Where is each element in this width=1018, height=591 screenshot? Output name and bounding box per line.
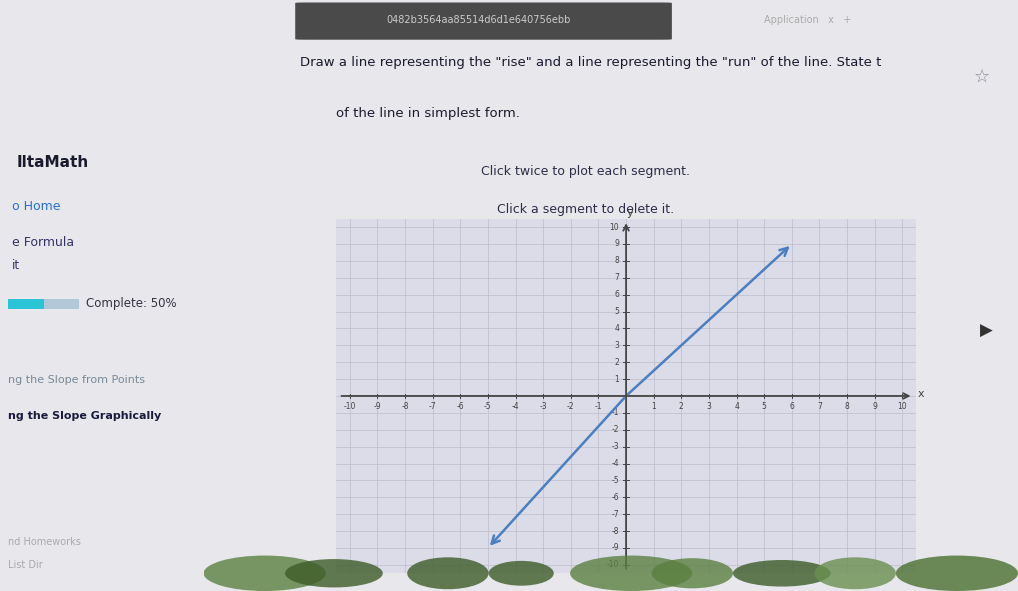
Text: -7: -7 xyxy=(612,509,619,519)
Text: -6: -6 xyxy=(612,493,619,502)
Text: -10: -10 xyxy=(343,402,356,411)
Text: 2: 2 xyxy=(679,402,684,411)
Text: x: x xyxy=(917,389,924,400)
Text: Draw a line representing the "rise" and a line representing the "run" of the lin: Draw a line representing the "rise" and … xyxy=(299,57,882,69)
Ellipse shape xyxy=(407,557,489,589)
Text: IltaMath: IltaMath xyxy=(16,155,89,170)
Text: 3: 3 xyxy=(614,341,619,350)
Text: Complete: 50%: Complete: 50% xyxy=(86,297,176,310)
Text: 4: 4 xyxy=(614,324,619,333)
Text: 5: 5 xyxy=(614,307,619,316)
Text: 4: 4 xyxy=(734,402,739,411)
Text: -4: -4 xyxy=(512,402,519,411)
Text: nd Homeworks: nd Homeworks xyxy=(8,537,81,547)
Text: 0482b3564aa85514d6d1e640756ebb: 0482b3564aa85514d6d1e640756ebb xyxy=(386,15,571,25)
Text: -4: -4 xyxy=(612,459,619,468)
Ellipse shape xyxy=(896,556,1018,591)
Text: 10: 10 xyxy=(610,223,619,232)
Ellipse shape xyxy=(814,557,896,589)
Text: -5: -5 xyxy=(485,402,492,411)
Text: of the line in simplest form.: of the line in simplest form. xyxy=(336,106,519,119)
Ellipse shape xyxy=(733,560,831,586)
Text: 9: 9 xyxy=(614,239,619,248)
Text: -1: -1 xyxy=(612,408,619,417)
FancyBboxPatch shape xyxy=(295,2,672,40)
Text: 1: 1 xyxy=(652,402,656,411)
Text: -1: -1 xyxy=(595,402,603,411)
Text: Click a segment to delete it.: Click a segment to delete it. xyxy=(497,203,674,216)
Text: -3: -3 xyxy=(612,442,619,451)
Text: ☆: ☆ xyxy=(974,67,991,86)
Bar xyxy=(8,299,44,309)
Text: -7: -7 xyxy=(429,402,437,411)
Text: 10: 10 xyxy=(898,402,907,411)
Text: 6: 6 xyxy=(789,402,794,411)
Text: 5: 5 xyxy=(761,402,767,411)
Bar xyxy=(8,299,79,309)
Text: -2: -2 xyxy=(567,402,574,411)
Ellipse shape xyxy=(204,556,326,591)
Text: 7: 7 xyxy=(817,402,822,411)
Ellipse shape xyxy=(285,559,383,587)
Text: 2: 2 xyxy=(615,358,619,366)
Text: List Dir: List Dir xyxy=(8,560,43,570)
Text: 8: 8 xyxy=(845,402,849,411)
Text: -3: -3 xyxy=(540,402,547,411)
Ellipse shape xyxy=(489,561,554,586)
Text: o Home: o Home xyxy=(12,200,61,213)
Text: -8: -8 xyxy=(612,527,619,535)
Text: 9: 9 xyxy=(872,402,878,411)
Text: 8: 8 xyxy=(615,256,619,265)
Text: y: y xyxy=(627,208,633,218)
Text: 7: 7 xyxy=(614,273,619,282)
Text: e Formula: e Formula xyxy=(12,236,74,249)
Text: Application   x   +: Application x + xyxy=(764,15,851,25)
Text: -2: -2 xyxy=(612,426,619,434)
Text: Click twice to plot each segment.: Click twice to plot each segment. xyxy=(480,165,690,178)
Text: -8: -8 xyxy=(401,402,409,411)
Text: -9: -9 xyxy=(612,544,619,553)
Text: ng the Slope from Points: ng the Slope from Points xyxy=(8,375,146,385)
Text: ng the Slope Graphically: ng the Slope Graphically xyxy=(8,411,162,421)
Text: -5: -5 xyxy=(612,476,619,485)
Text: -9: -9 xyxy=(374,402,381,411)
Text: -6: -6 xyxy=(456,402,464,411)
Ellipse shape xyxy=(652,558,733,589)
Text: it: it xyxy=(12,259,20,272)
Text: 6: 6 xyxy=(614,290,619,299)
Ellipse shape xyxy=(570,556,692,591)
Text: ▶: ▶ xyxy=(979,322,993,340)
Text: 1: 1 xyxy=(615,375,619,384)
Text: 3: 3 xyxy=(706,402,712,411)
Text: -10: -10 xyxy=(607,560,619,569)
